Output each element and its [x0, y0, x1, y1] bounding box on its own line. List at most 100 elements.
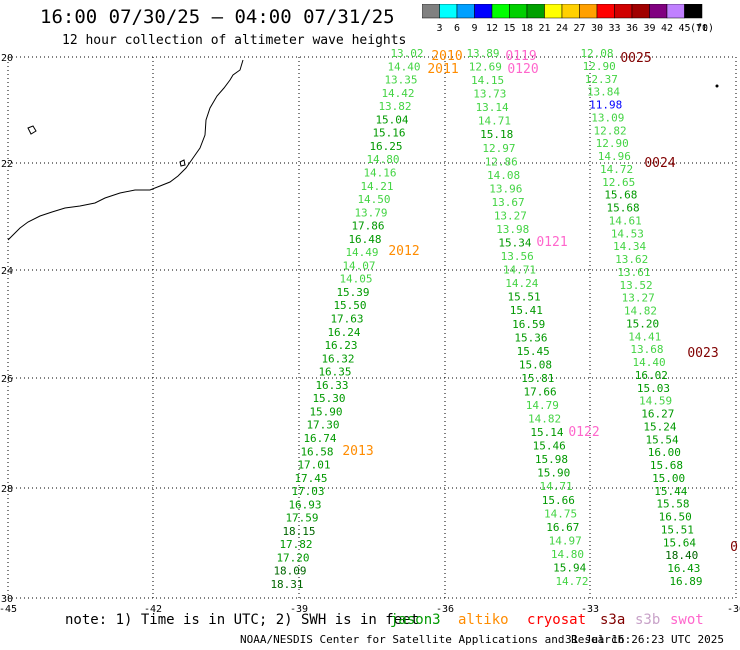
wave-height-label: 15.44	[654, 485, 687, 498]
wave-height-label: 14.71	[503, 264, 536, 277]
wave-height-label: 16.25	[369, 140, 402, 153]
wave-height-label: 14.71	[539, 480, 572, 493]
lat-label: -24	[0, 266, 13, 277]
wave-height-label: 13.52	[620, 279, 653, 292]
wave-height-label: 12.97	[482, 142, 515, 155]
scale-tick-label: 9	[471, 23, 477, 34]
pass-label: 0024	[644, 156, 675, 171]
wave-height-label: 16.89	[669, 575, 702, 588]
wave-height-label: 15.94	[553, 561, 586, 574]
wave-height-label: 15.50	[333, 299, 366, 312]
wave-height-label: 16.74	[303, 432, 336, 445]
wave-height-label: 17.66	[523, 385, 556, 398]
wave-height-label: 16.58	[300, 445, 333, 458]
legend-item-altiko: altiko	[458, 612, 509, 628]
scale-tick-label: 15	[503, 23, 515, 34]
wave-height-label: 16.48	[348, 233, 381, 246]
wave-height-label: 18.31	[270, 578, 303, 591]
wave-height-label: 15.16	[372, 127, 405, 140]
wave-height-label: 14.61	[609, 214, 642, 227]
wave-height-label: 16.27	[641, 408, 674, 421]
pass-label: 0120	[507, 62, 538, 77]
footer-note: note: 1) Time is in UTC; 2) SWH is in fe…	[65, 612, 420, 628]
wave-height-label: 13.98	[496, 223, 529, 236]
wave-height-label: 16.43	[667, 562, 700, 575]
wave-height-label: 15.18	[480, 128, 513, 141]
wave-height-label: 14.49	[345, 246, 378, 259]
wave-height-label: 16.32	[321, 352, 354, 365]
pass-label: 0121	[536, 235, 567, 250]
lon-label: -39	[290, 604, 308, 615]
wave-height-label: 14.50	[357, 193, 390, 206]
island-dot	[715, 84, 719, 88]
wave-height-label: 15.90	[309, 405, 342, 418]
wave-height-label: 12.90	[596, 137, 629, 150]
scale-tick-label: 36	[626, 23, 638, 34]
lat-label: -26	[0, 374, 13, 385]
wave-height-label: 12.08	[580, 47, 613, 60]
wave-height-label: 16.59	[512, 318, 545, 331]
lat-label: -28	[0, 484, 13, 495]
wave-height-label: 13.27	[494, 209, 527, 222]
wave-height-label: 17.30	[306, 419, 339, 432]
wave-height-label: 13.67	[492, 196, 525, 209]
scale-tick-label: 70	[696, 23, 708, 34]
wave-height-label: 15.81	[521, 372, 554, 385]
wave-height-label: 15.98	[535, 453, 568, 466]
wave-height-label: 13.73	[473, 88, 506, 101]
wave-height-label: 14.08	[487, 169, 520, 182]
wave-height-label: 16.67	[546, 521, 579, 534]
wave-height-label: 14.05	[339, 273, 372, 286]
wave-height-label: 14.34	[613, 240, 646, 253]
wave-height-label: 13.02	[390, 47, 423, 60]
wave-height-label: 13.56	[501, 250, 534, 263]
wave-height-label: 16.24	[327, 326, 360, 339]
wave-height-label: 14.16	[363, 166, 396, 179]
wave-height-label: 14.41	[628, 330, 661, 343]
pass-label: 2011	[427, 62, 458, 77]
pass-label: 0023	[687, 346, 718, 361]
wave-height-label: 12.86	[485, 155, 518, 168]
wave-height-label: 13.09	[591, 111, 624, 124]
wave-height-label: 14.59	[639, 395, 672, 408]
wave-height-label: 14.42	[381, 87, 414, 100]
wave-height-label: 14.82	[528, 413, 561, 426]
wave-height-label: 16.50	[659, 511, 692, 524]
scale-tick-label: 45	[678, 23, 690, 34]
wave-height-label: 15.36	[514, 331, 547, 344]
wave-height-label: 13.96	[489, 182, 522, 195]
map-frame	[7, 56, 737, 599]
wave-height-label: 15.39	[336, 286, 369, 299]
wave-height-label: 15.46	[533, 440, 566, 453]
wave-height-label: 14.82	[624, 305, 657, 318]
wave-height-label: 13.14	[476, 101, 509, 114]
scale-tick-label: 21	[538, 23, 550, 34]
map-title: 16:00 07/30/25 — 04:00 07/31/25	[40, 6, 395, 28]
pass-label: 0122	[568, 425, 599, 440]
wave-height-label: 15.24	[643, 420, 676, 433]
scale-tick-label: 30	[591, 23, 603, 34]
wave-height-label: 14.79	[526, 399, 559, 412]
wave-height-label: 14.72	[555, 575, 588, 588]
wave-height-label: 15.66	[542, 494, 575, 507]
wave-height-label: 15.03	[637, 382, 670, 395]
lon-label: -33	[581, 604, 599, 615]
wave-height-label: 18.40	[665, 549, 698, 562]
lon-label: -45	[0, 604, 17, 615]
wave-height-label: 18.09	[273, 565, 306, 578]
wave-height-label: 15.00	[652, 472, 685, 485]
wave-height-label: 16.35	[318, 366, 351, 379]
wave-height-label: 17.59	[285, 512, 318, 525]
wave-height-label: 14.40	[387, 60, 420, 73]
wave-height-label: 14.97	[549, 534, 582, 547]
wave-height-label: 14.75	[544, 507, 577, 520]
wave-height-label: 15.04	[375, 113, 408, 126]
wave-height-label: 13.79	[354, 206, 387, 219]
wave-height-label: 15.68	[604, 189, 637, 202]
wave-height-label: 14.15	[471, 74, 504, 87]
wave-height-label: 15.58	[656, 498, 689, 511]
scale-unit-label: (ft)	[690, 23, 714, 34]
wave-height-label: 17.63	[330, 313, 363, 326]
wave-height-label: 14.80	[551, 548, 584, 561]
